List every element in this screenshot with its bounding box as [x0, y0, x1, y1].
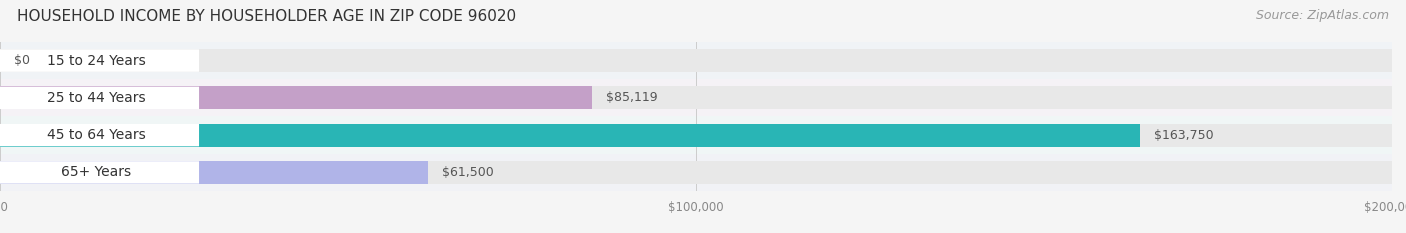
- Bar: [0, 42, 1392, 79]
- Text: $163,750: $163,750: [1153, 129, 1213, 142]
- FancyBboxPatch shape: [0, 124, 200, 146]
- Text: $61,500: $61,500: [441, 166, 494, 179]
- Bar: [0, 123, 1392, 147]
- Text: 45 to 64 Years: 45 to 64 Years: [46, 128, 145, 142]
- Bar: [0, 49, 1392, 72]
- Text: Source: ZipAtlas.com: Source: ZipAtlas.com: [1256, 9, 1389, 22]
- Bar: [0, 86, 1392, 110]
- Text: HOUSEHOLD INCOME BY HOUSEHOLDER AGE IN ZIP CODE 96020: HOUSEHOLD INCOME BY HOUSEHOLDER AGE IN Z…: [17, 9, 516, 24]
- FancyBboxPatch shape: [0, 49, 200, 72]
- Text: 15 to 24 Years: 15 to 24 Years: [46, 54, 145, 68]
- Bar: [0, 116, 1392, 154]
- Bar: [0, 86, 592, 110]
- Text: 65+ Years: 65+ Years: [60, 165, 131, 179]
- FancyBboxPatch shape: [0, 87, 200, 109]
- FancyBboxPatch shape: [0, 161, 200, 184]
- Bar: [0, 123, 1140, 147]
- Text: $0: $0: [14, 54, 30, 67]
- Text: $85,119: $85,119: [606, 91, 658, 104]
- Bar: [0, 161, 1392, 184]
- Bar: [0, 79, 1392, 116]
- Text: 25 to 44 Years: 25 to 44 Years: [46, 91, 145, 105]
- Bar: [0, 154, 1392, 191]
- Bar: [0, 161, 427, 184]
